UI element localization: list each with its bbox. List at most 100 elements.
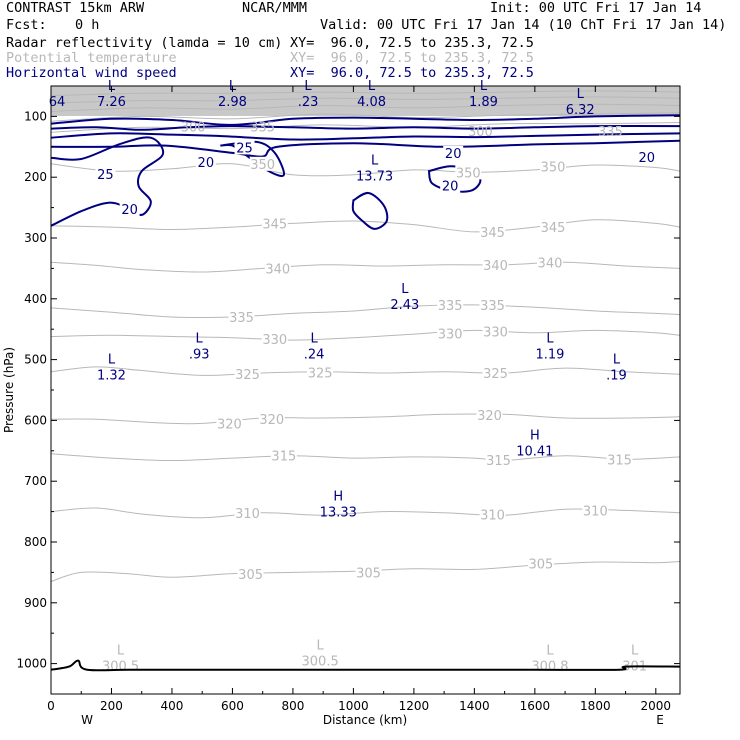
theta-contour-label: 310 xyxy=(583,504,608,519)
y-tick-label: 1000 xyxy=(16,657,47,671)
extremum-value: 7.26 xyxy=(97,95,126,110)
theta-contour-label: 335 xyxy=(480,299,505,314)
field-wind-xy: XY= 96.0, 72.5 to 235.3, 72.5 xyxy=(290,65,534,81)
wind-contour-7 xyxy=(351,191,389,230)
theta-contour-label: 350 xyxy=(250,158,275,173)
extremum-value: 4.08 xyxy=(357,95,386,110)
theta-contour-310 xyxy=(51,507,680,519)
theta-contour-label: 320 xyxy=(259,413,284,428)
theta-label-bg xyxy=(606,452,633,467)
low-marker: L xyxy=(371,153,379,168)
extremum-value: 300.5 xyxy=(102,659,139,674)
extremum-value: .23 xyxy=(298,95,319,110)
theta-contour-label: 330 xyxy=(438,327,463,342)
valid-time: Valid: 00 UTC Fri 17 Jan 14 (10 ChT Fri … xyxy=(320,17,727,33)
extremum-value: 13.33 xyxy=(320,505,357,520)
theta-contour-label: 335 xyxy=(250,121,275,136)
wind-contour-label: 20 xyxy=(121,203,138,218)
low-marker: L xyxy=(613,353,621,368)
x-tick-label: 0 xyxy=(47,699,55,713)
theta-label-bg xyxy=(479,507,506,522)
theta-contour-label: 335 xyxy=(598,125,623,140)
theta-contour-label: 345 xyxy=(541,221,566,236)
west-label: W xyxy=(81,713,93,727)
extremum-value: .19 xyxy=(606,369,627,384)
theta-contour-305 xyxy=(51,561,680,582)
x-tick-label: 1000 xyxy=(338,699,369,713)
theta-contour-label: 325 xyxy=(235,368,260,383)
wind-contour-label: 25 xyxy=(236,141,253,156)
theta-contour-label: 350 xyxy=(456,166,481,181)
theta-contour-label: 325 xyxy=(308,366,333,381)
extremum-value: 300.5 xyxy=(302,654,339,669)
theta-contour-upper-14 xyxy=(51,90,680,97)
y-tick-label: 100 xyxy=(24,109,47,123)
low-marker: L xyxy=(480,79,488,94)
east-label: E xyxy=(656,713,664,727)
extremum-value: 1.89 xyxy=(469,95,498,110)
low-marker: L xyxy=(546,331,554,346)
low-marker: L xyxy=(577,87,585,102)
theta-contour-label: 315 xyxy=(486,454,511,469)
wind-contour-0 xyxy=(51,114,680,126)
theta-contour-label: 345 xyxy=(262,217,287,232)
theta-label-bg xyxy=(261,216,288,231)
low-marker: L xyxy=(196,331,204,346)
theta-label-bg xyxy=(258,412,285,427)
y-tick-label: 700 xyxy=(24,474,47,488)
theta-label-bg xyxy=(264,261,291,276)
y-tick-label: 600 xyxy=(24,413,47,427)
theta-contour-upper-13 xyxy=(51,96,680,104)
x-tick-label: 2000 xyxy=(641,699,672,713)
theta-contour-upper-10 xyxy=(51,122,680,133)
fcst-label: Fcst: xyxy=(6,17,47,33)
theta-label-bg xyxy=(536,255,563,270)
wind-label-bg xyxy=(440,178,461,193)
x-tick-label: 1400 xyxy=(459,699,490,713)
theta-label-bg xyxy=(249,156,276,171)
wind-contour-2 xyxy=(51,132,680,141)
edge-value-label: 64 xyxy=(49,95,66,110)
low-marker: L xyxy=(304,79,312,94)
extremum-value: 10.41 xyxy=(516,445,553,460)
theta-label-bg xyxy=(437,326,464,341)
theta-label-bg xyxy=(216,416,243,431)
wind-label-bg xyxy=(119,201,140,216)
field-radar-xy: XY= 96.0, 72.5 to 235.3, 72.5 xyxy=(290,35,534,51)
theta-contour-325 xyxy=(51,366,680,376)
field-radar-name: Radar reflectivity (lamda = 10 cm) xyxy=(6,35,283,51)
theta-contour-label: 340 xyxy=(538,256,563,271)
theta-label-bg xyxy=(482,324,509,339)
theta-label-bg xyxy=(476,407,503,422)
theta-contour-335 xyxy=(51,304,680,319)
x-tick-label: 800 xyxy=(281,699,304,713)
low-marker: L xyxy=(401,282,409,297)
wind-label-bg xyxy=(195,155,216,169)
wind-label-bg xyxy=(234,140,255,155)
init-time: Init: 00 UTC Fri 17 Jan 14 xyxy=(490,0,702,16)
theta-label-bg xyxy=(234,505,261,520)
theta-contour-label: 330 xyxy=(483,326,508,341)
extremum-value: 6.32 xyxy=(566,103,595,118)
field-theta-xy: XY= 96.0, 72.5 to 235.3, 72.5 xyxy=(290,50,534,66)
wind-contour-1 xyxy=(51,125,680,131)
wind-contour-label: 20 xyxy=(198,156,215,171)
theta-label-bg xyxy=(479,224,506,239)
low-marker: L xyxy=(108,353,116,368)
terrain-line xyxy=(50,659,681,672)
wind-contour-label: 25 xyxy=(97,168,114,183)
wind-contour-label: 20 xyxy=(442,180,459,195)
theta-label-bg xyxy=(307,365,334,380)
theta-label-bg xyxy=(228,310,255,325)
theta-contour-315 xyxy=(51,453,680,462)
wind-contour-4 xyxy=(51,139,680,158)
theta-contour-label: 305 xyxy=(528,557,553,572)
theta-label-bg xyxy=(455,165,482,180)
theta-contour-label: 335 xyxy=(229,311,254,326)
low-marker: L xyxy=(368,79,376,94)
theta-label-bg xyxy=(539,220,566,235)
extremum-value: 300.8 xyxy=(531,659,568,674)
theta-contour-label: 345 xyxy=(480,226,505,241)
y-tick-label: 200 xyxy=(24,170,47,184)
extremum-value: 1.19 xyxy=(535,347,564,362)
